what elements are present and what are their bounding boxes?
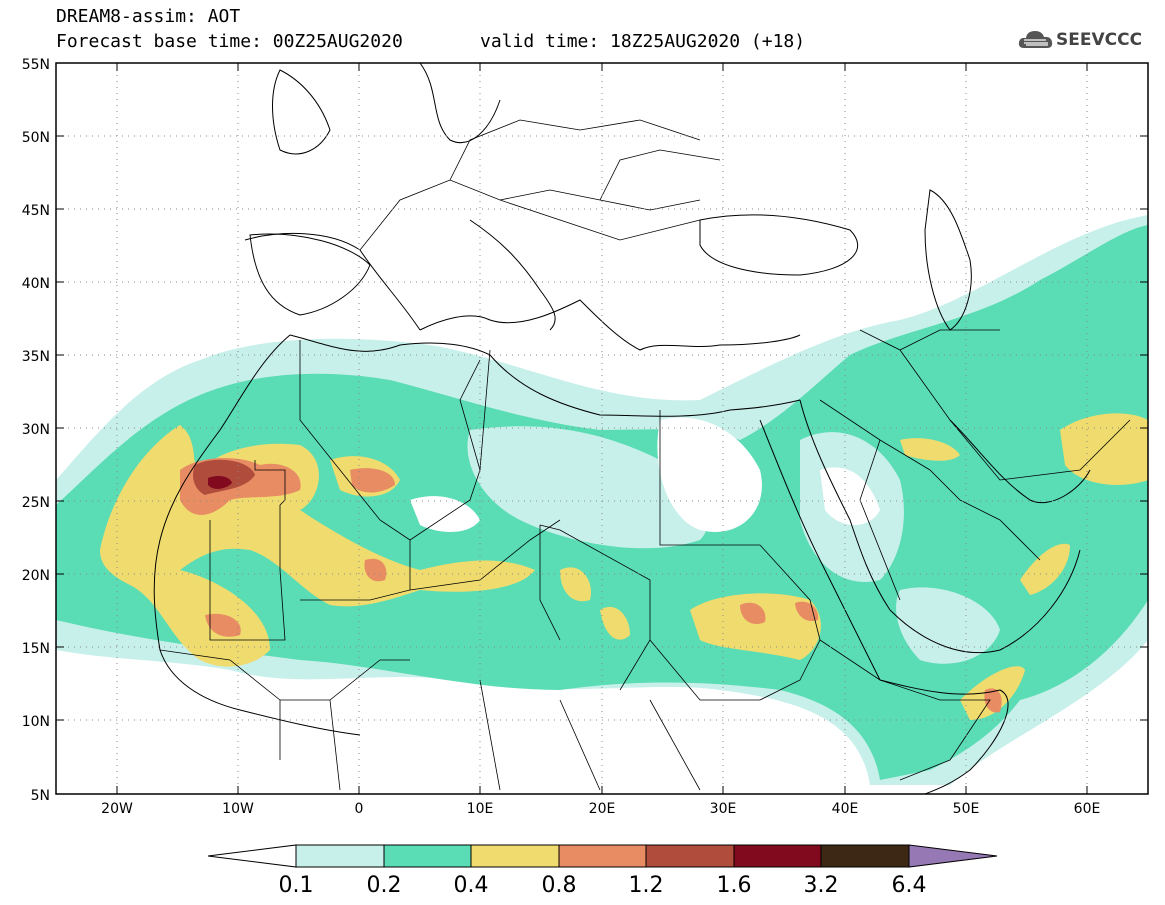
border-west-africa	[159, 649, 701, 791]
colorbar-label: 1.6	[717, 873, 752, 898]
border-ethiopia	[819, 639, 991, 781]
coastline-caspian	[924, 189, 972, 331]
longitude-labels: 20W 10W 0 10E 20E 30E 40E 50E 60E	[101, 801, 1100, 817]
aot-band-0.4-iraq	[900, 438, 960, 461]
colorbar-segment	[558, 844, 647, 868]
colorbar-label: 6.4	[892, 873, 927, 898]
colorbar-label: 1.2	[629, 873, 664, 898]
lon-label: 40E	[832, 801, 859, 817]
coastline-w-africa	[153, 334, 361, 736]
colorbar-label: 0.1	[279, 873, 314, 898]
lat-label: 35N	[22, 349, 50, 365]
colorbar-label: 0.8	[542, 873, 577, 898]
lat-label: 20N	[22, 568, 50, 584]
coastline-italy	[469, 219, 556, 331]
colorbar-labels: 0.1 0.2 0.4 0.8 1.2 1.6 3.2 6.4	[279, 873, 927, 898]
coastline-europe	[244, 232, 801, 351]
aot-band-0.4-iran	[1060, 413, 1148, 485]
grid-lines	[56, 63, 1148, 794]
colorbar-segment	[820, 844, 910, 868]
colorbar-segment	[295, 844, 385, 868]
aot-band-0.4-niger	[600, 606, 630, 640]
tick-marks	[56, 62, 1148, 795]
aot-hole-ethiopia	[896, 587, 1000, 664]
map-title: DREAM8-assim: AOT	[56, 6, 241, 27]
country-borders	[159, 119, 1131, 791]
cloud-icon	[1018, 31, 1053, 48]
aot-band-0.8-senegal	[205, 613, 241, 637]
aot-field	[56, 215, 1148, 785]
lon-label: 20W	[101, 801, 133, 817]
colorbar-over-arrow	[908, 844, 998, 868]
lon-label: 10E	[467, 801, 494, 817]
lat-label: 50N	[22, 130, 50, 146]
colorbar-under-arrow	[207, 844, 297, 868]
colorbar-segment	[470, 844, 560, 868]
coastline-scandinavia	[419, 63, 501, 144]
aot-band-0.8-sudan	[740, 602, 766, 625]
aot-band-0.8-eritrea	[795, 601, 819, 622]
aot-band-1.6	[208, 475, 232, 489]
lon-label: 0	[355, 801, 364, 817]
aot-hole-arabia-core	[820, 467, 880, 525]
latitude-labels: 55N 50N 45N 40N 35N 30N 25N 20N 15N 10N …	[22, 57, 50, 804]
seevccc-logo: SEEVCCC	[1018, 26, 1148, 54]
aot-band-0.4-sudan	[690, 593, 821, 660]
lat-label: 30N	[22, 422, 50, 438]
border-saudi	[819, 399, 1041, 601]
coastline-red-sea	[759, 399, 891, 681]
border-chad	[539, 524, 651, 691]
border-egypt-libya	[479, 349, 760, 546]
lon-label: 50E	[953, 801, 980, 817]
coastline-n-africa	[289, 334, 801, 417]
aot-band-0.8-niger	[364, 558, 387, 582]
lat-label: 40N	[22, 276, 50, 292]
border-iran-iraq	[859, 329, 1131, 481]
lat-label: 25N	[22, 495, 50, 511]
colorbar-segment	[733, 844, 822, 868]
aot-band-0.4-oman	[1020, 543, 1070, 595]
coastline-horn	[879, 679, 1009, 794]
border-sudan	[649, 544, 821, 701]
border-mali-niger	[300, 519, 561, 601]
coastline-uk	[272, 69, 331, 155]
lat-label: 10N	[22, 714, 50, 730]
colorbar-label: 3.2	[804, 873, 839, 898]
coastlines	[153, 63, 1091, 794]
lat-label: 55N	[22, 57, 50, 73]
coastline-arabia	[889, 419, 1091, 654]
border-west-sahara	[209, 460, 286, 641]
aot-band-0.8-somalia	[984, 688, 1002, 713]
lat-label: 5N	[31, 788, 50, 804]
lon-label: 10W	[222, 801, 254, 817]
coastline-iberia	[249, 233, 371, 316]
border-europe	[359, 119, 721, 251]
forecast-base-time: Forecast base time: 00Z25AUG2020 valid ti…	[56, 31, 805, 52]
lon-label: 30E	[710, 801, 737, 817]
coastline-black-sea	[699, 214, 859, 276]
colorbar-label: 0.2	[367, 873, 402, 898]
lon-label: 60E	[1074, 801, 1101, 817]
aot-band-0.8-mali	[350, 468, 395, 493]
lat-label: 45N	[22, 203, 50, 219]
lat-label: 15N	[22, 641, 50, 657]
colorbar-segment	[383, 844, 472, 868]
colorbar-segment	[645, 844, 735, 868]
lon-label: 20E	[589, 801, 616, 817]
aot-hole-egypt	[657, 417, 762, 532]
valid-time: valid time: 18Z25AUG2020 (+18)	[480, 31, 806, 52]
border-algeria	[299, 340, 481, 541]
base-time-text: Forecast base time: 00Z25AUG2020	[56, 31, 403, 52]
aot-hole-sahara-east	[467, 426, 708, 549]
logo-text: SEEVCCC	[1056, 30, 1143, 50]
colorbar-label: 0.4	[454, 873, 489, 898]
colorbar	[207, 844, 998, 868]
aot-band-0.4-chad	[560, 567, 591, 602]
